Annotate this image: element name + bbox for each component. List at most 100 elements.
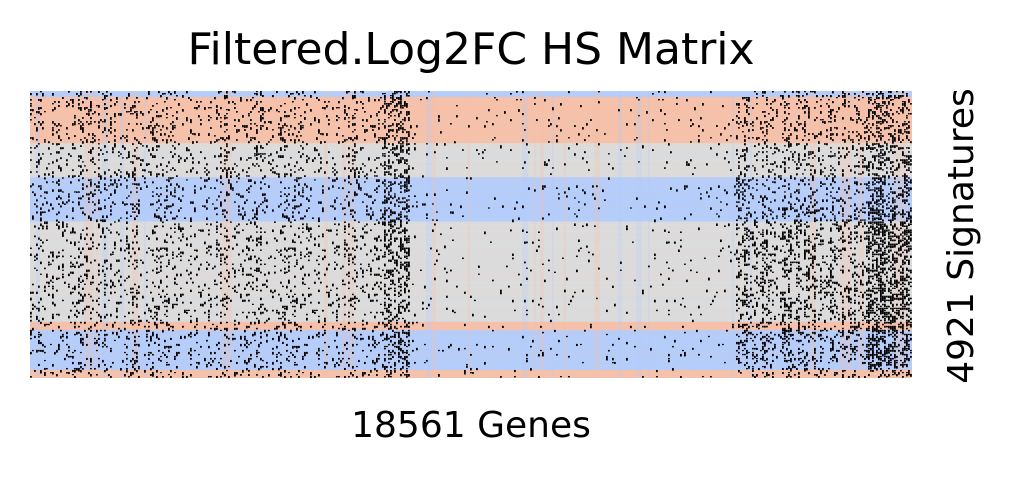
missing-cell: [92, 157, 94, 161]
missing-cell: [72, 169, 74, 172]
missing-cell: [176, 353, 178, 357]
missing-cell: [206, 173, 208, 176]
missing-cell: [746, 303, 748, 306]
missing-cell: [318, 315, 320, 318]
missing-cell: [408, 181, 410, 185]
missing-cell: [302, 227, 304, 229]
missing-cell: [406, 331, 408, 335]
missing-cell: [408, 325, 410, 328]
missing-cell: [218, 139, 220, 141]
missing-cell: [248, 311, 250, 314]
missing-cell: [398, 339, 400, 343]
missing-cell: [348, 107, 350, 110]
missing-cell: [406, 359, 408, 363]
missing-cell: [408, 205, 410, 208]
missing-cell: [336, 107, 338, 109]
missing-cell: [294, 309, 296, 313]
heatmap-row: [30, 251, 912, 255]
missing-cell: [206, 207, 208, 210]
missing-cell: [306, 103, 308, 106]
missing-cell: [156, 271, 158, 274]
missing-cell: [82, 101, 84, 104]
missing-cell: [448, 345, 450, 349]
missing-cell: [184, 309, 186, 313]
missing-cell: [190, 335, 192, 338]
missing-cell: [230, 171, 232, 174]
missing-cell: [190, 277, 192, 280]
missing-cell: [328, 151, 330, 154]
missing-cell: [336, 233, 338, 236]
missing-cell: [402, 245, 404, 248]
missing-cell: [276, 331, 278, 334]
missing-cell: [32, 283, 34, 286]
missing-cell: [86, 169, 88, 172]
missing-cell: [82, 309, 84, 312]
missing-cell: [82, 127, 84, 130]
missing-cell: [40, 213, 42, 216]
missing-cell: [346, 155, 348, 158]
missing-cell: [390, 181, 392, 183]
missing-cell: [398, 245, 400, 248]
missing-cell: [390, 283, 392, 286]
missing-cell: [76, 331, 78, 335]
missing-cell: [84, 329, 86, 332]
missing-cell: [452, 309, 454, 313]
missing-cell: [228, 137, 230, 140]
missing-cell: [380, 333, 382, 337]
missing-cell: [362, 235, 364, 239]
missing-cell: [34, 305, 36, 308]
heatmap-row: [30, 187, 912, 190]
missing-cell: [422, 301, 424, 305]
missing-cell: [104, 205, 106, 208]
missing-cell: [364, 131, 366, 133]
missing-cell: [398, 123, 400, 126]
missing-cell: [90, 117, 92, 120]
missing-cell: [40, 157, 42, 160]
missing-cell: [346, 341, 348, 345]
missing-cell: [300, 325, 302, 329]
missing-cell: [86, 269, 88, 273]
missing-cell: [138, 319, 140, 323]
missing-cell: [142, 127, 144, 130]
missing-cell: [224, 277, 226, 280]
missing-cell: [400, 231, 402, 234]
missing-cell: [402, 141, 404, 143]
missing-cell: [246, 133, 248, 136]
missing-cell: [78, 283, 80, 286]
missing-cell: [374, 253, 376, 256]
missing-cell: [672, 367, 674, 371]
heatmap-row: [30, 101, 912, 104]
missing-cell: [402, 299, 404, 303]
missing-cell: [80, 173, 82, 176]
missing-cell: [368, 263, 370, 266]
missing-cell: [168, 349, 170, 353]
missing-cell: [152, 317, 154, 320]
missing-cell: [182, 375, 184, 378]
missing-cell: [168, 363, 170, 366]
missing-cell: [58, 325, 60, 329]
missing-cell: [256, 279, 258, 282]
missing-cell: [258, 241, 260, 244]
missing-cell: [174, 191, 176, 194]
missing-cell: [744, 253, 746, 256]
missing-cell: [38, 107, 40, 110]
missing-cell: [626, 147, 628, 149]
missing-cell: [738, 197, 740, 200]
missing-cell: [390, 201, 392, 204]
missing-cell: [90, 179, 92, 181]
missing-cell: [174, 227, 176, 229]
missing-cell: [86, 233, 88, 236]
missing-cell: [204, 157, 206, 160]
missing-cell: [244, 211, 246, 213]
missing-cell: [186, 281, 188, 284]
missing-cell: [382, 153, 384, 155]
missing-cell: [614, 303, 616, 307]
missing-cell: [146, 163, 148, 167]
missing-cell: [408, 309, 410, 312]
missing-cell: [228, 193, 230, 196]
missing-cell: [152, 353, 154, 356]
missing-cell: [256, 153, 258, 156]
missing-cell: [256, 213, 258, 216]
missing-cell: [394, 289, 396, 293]
missing-cell: [378, 111, 380, 113]
